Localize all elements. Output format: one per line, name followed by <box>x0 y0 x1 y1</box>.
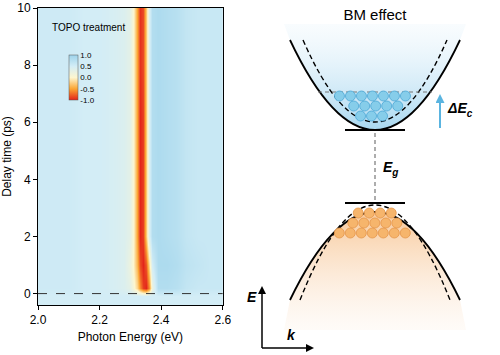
svg-text:ΔEc: ΔEc <box>447 100 473 119</box>
svg-text:0.5: 0.5 <box>80 62 92 71</box>
svg-text:10: 10 <box>17 1 31 15</box>
svg-text:4: 4 <box>24 173 31 187</box>
svg-text:Eg: Eg <box>383 159 398 178</box>
svg-text:6: 6 <box>24 115 31 129</box>
svg-text:2.6: 2.6 <box>214 313 231 327</box>
svg-text:Delay time (ps): Delay time (ps) <box>0 116 14 197</box>
svg-text:1.0: 1.0 <box>80 51 92 60</box>
svg-text:TOPO treatment: TOPO treatment <box>52 22 125 33</box>
svg-text:8: 8 <box>24 58 31 72</box>
svg-text:k: k <box>287 327 296 343</box>
svg-text:BM effect: BM effect <box>343 6 407 23</box>
svg-text:2.4: 2.4 <box>153 313 170 327</box>
svg-text:0.0: 0.0 <box>80 73 92 82</box>
svg-text:-0.5: -0.5 <box>80 85 94 94</box>
svg-text:Photon Energy (eV): Photon Energy (eV) <box>78 330 183 344</box>
svg-text:2.0: 2.0 <box>30 313 47 327</box>
svg-text:0: 0 <box>24 287 31 301</box>
svg-text:2.2: 2.2 <box>91 313 108 327</box>
svg-text:-1.0: -1.0 <box>80 96 94 105</box>
svg-text:E: E <box>247 289 257 305</box>
svg-text:2: 2 <box>24 230 31 244</box>
